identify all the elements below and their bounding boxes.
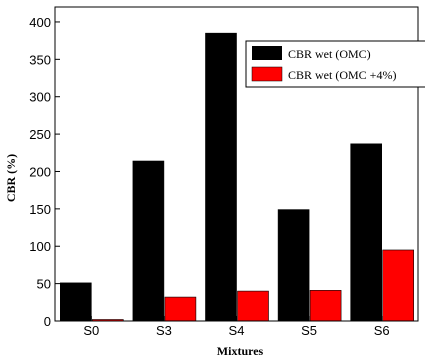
y-axis-ticks: 0 50 100 150 200 250 300 350 400 xyxy=(29,15,60,329)
x-tick-label: S4 xyxy=(229,323,245,338)
x-tick-label: S5 xyxy=(301,323,317,338)
y-tick-label: 150 xyxy=(29,202,51,217)
legend: CBR wet (OMC) CBR wet (OMC +4%) xyxy=(245,40,425,88)
x-tick-label: S0 xyxy=(83,323,99,338)
x-tick-label: S6 xyxy=(374,323,390,338)
bar-s5-series-1 xyxy=(277,209,310,322)
bar-s6-series-1 xyxy=(350,143,383,322)
y-tick-label: 350 xyxy=(29,52,51,67)
x-axis-label: Mixtures xyxy=(217,344,264,358)
legend-label-omc-plus4: CBR wet (OMC +4%) xyxy=(288,68,396,82)
bar-s4-series-2 xyxy=(237,290,269,322)
y-tick-label: 200 xyxy=(29,164,51,179)
y-tick-label: 0 xyxy=(44,314,51,329)
x-tick-label: S3 xyxy=(156,323,172,338)
bar-s3-series-1 xyxy=(132,160,165,322)
y-tick-label: 250 xyxy=(29,127,51,142)
bar-s0-series-1 xyxy=(59,282,92,322)
bar-s5-series-2 xyxy=(309,290,342,322)
legend-swatch-omc xyxy=(252,46,282,60)
bar-s3-series-2 xyxy=(164,296,197,322)
bars-group xyxy=(59,32,415,322)
bar-s4-series-1 xyxy=(205,32,237,322)
x-axis-ticks: S0 S3 S4 S5 S6 xyxy=(83,316,390,338)
legend-swatch-omc-plus4 xyxy=(251,66,283,82)
legend-label-omc: CBR wet (OMC) xyxy=(288,47,371,61)
bar-s6-series-2 xyxy=(382,249,415,322)
plot-frame xyxy=(54,6,419,322)
y-tick-label: 100 xyxy=(29,239,51,254)
y-tick-label: 400 xyxy=(29,15,51,30)
y-tick-label: 300 xyxy=(29,90,51,105)
y-tick-label: 50 xyxy=(37,277,51,292)
y-axis-label: CBR (%) xyxy=(4,154,18,202)
